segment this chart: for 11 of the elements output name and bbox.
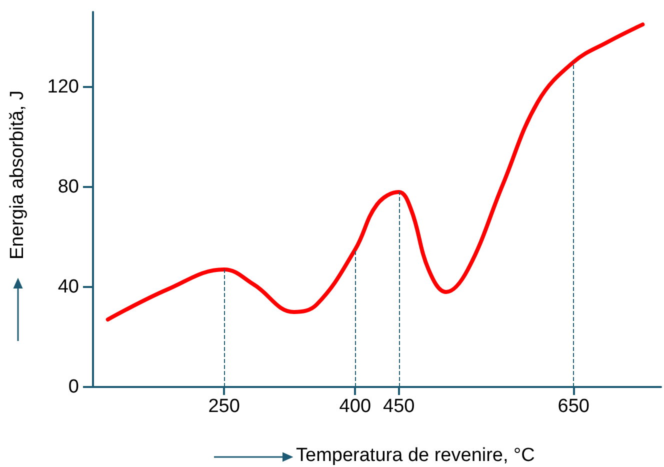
y-tick-label: 40 xyxy=(58,276,79,298)
x-tick-label: 650 xyxy=(558,396,590,417)
y-tick-label: 0 xyxy=(68,376,79,398)
line-series xyxy=(106,22,645,322)
y-tick-label: 120 xyxy=(47,76,79,98)
x-tick-label: 250 xyxy=(208,396,240,417)
x-tick-label: 400 xyxy=(339,396,372,417)
x-axis-title: Temperatura de revenire, °C xyxy=(296,445,535,467)
x-tick-label: 450 xyxy=(382,396,415,417)
y-tick-label: 80 xyxy=(58,176,79,198)
y-axis-title: Energia absorbită, J xyxy=(7,90,29,260)
